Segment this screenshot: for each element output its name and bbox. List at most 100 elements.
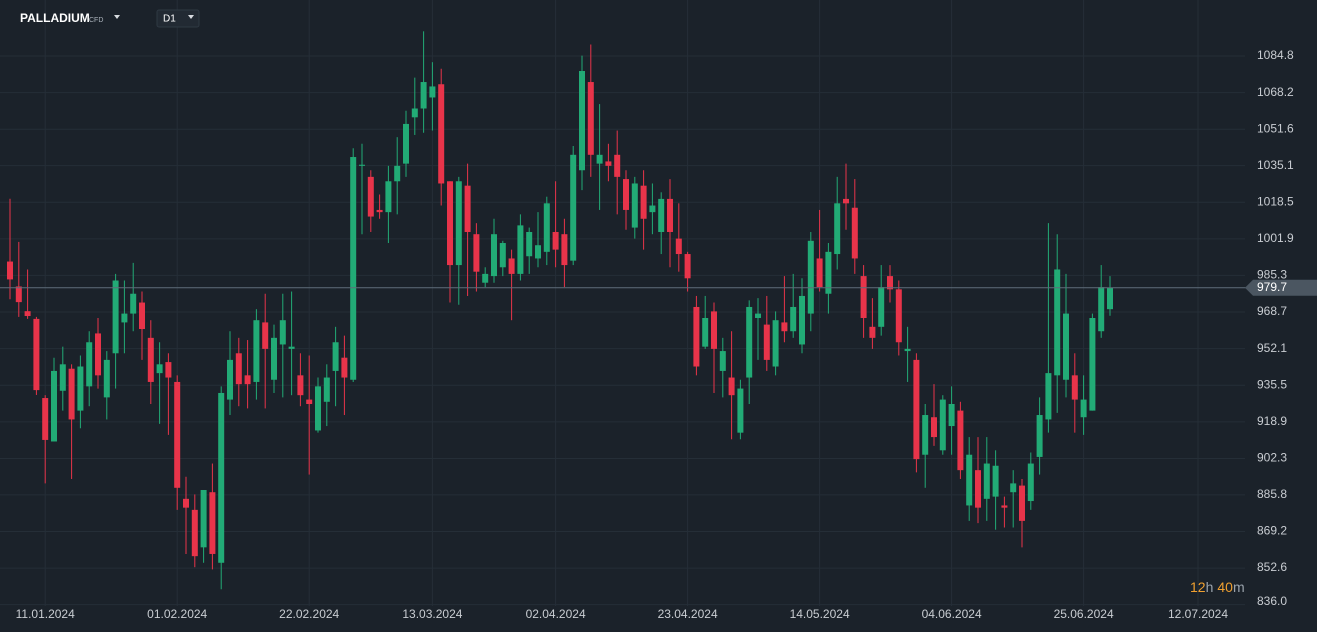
candle-body bbox=[843, 198, 849, 204]
candle-body bbox=[799, 295, 805, 345]
candle-body bbox=[746, 306, 753, 378]
candle-body bbox=[1089, 317, 1096, 411]
candle-body bbox=[271, 337, 277, 380]
y-tick-label: 968.7 bbox=[1257, 304, 1287, 318]
timeframe[interactable]: D1 bbox=[163, 14, 176, 25]
candle-body bbox=[15, 286, 22, 303]
y-tick-label: 1068.2 bbox=[1257, 85, 1294, 99]
countdown-hours-unit: h bbox=[1206, 579, 1214, 595]
candle-body bbox=[68, 368, 75, 420]
x-tick-label: 13.03.2024 bbox=[402, 607, 462, 621]
candle-body bbox=[403, 123, 409, 164]
candle-body bbox=[103, 359, 110, 398]
candle-body bbox=[473, 234, 480, 272]
candle-body bbox=[491, 234, 497, 277]
y-tick-label: 852.6 bbox=[1257, 560, 1287, 574]
candle-body bbox=[1071, 375, 1078, 400]
candle-body bbox=[7, 261, 13, 280]
candle-body bbox=[631, 183, 638, 228]
symbol[interactable]: PALLADIUM bbox=[20, 11, 90, 25]
candle-body bbox=[51, 370, 57, 442]
x-tick-label: 14.05.2024 bbox=[790, 607, 850, 621]
candle-body bbox=[737, 388, 744, 433]
candle-body bbox=[376, 209, 383, 213]
instrument-type: CFD bbox=[89, 17, 103, 24]
candle-body bbox=[543, 203, 550, 252]
candle-body bbox=[455, 181, 462, 266]
candle-body bbox=[33, 318, 40, 391]
candle-body bbox=[535, 245, 541, 259]
candle-body bbox=[297, 375, 304, 396]
candle-body bbox=[904, 348, 911, 352]
candle-body bbox=[306, 399, 313, 404]
candle-body bbox=[623, 179, 629, 210]
candle-body bbox=[1010, 483, 1017, 493]
candle-body bbox=[966, 454, 973, 506]
candle-body bbox=[992, 465, 999, 497]
candle-body bbox=[95, 333, 101, 376]
candle-body bbox=[191, 509, 198, 557]
candle-body bbox=[834, 203, 841, 255]
candle-body bbox=[526, 231, 533, 257]
candle-body bbox=[253, 320, 260, 382]
timeframe-button[interactable] bbox=[156, 9, 200, 28]
candle-body bbox=[869, 326, 876, 338]
candle-body bbox=[711, 311, 717, 349]
y-tick-label: 918.9 bbox=[1257, 414, 1287, 428]
candle-body bbox=[948, 404, 955, 427]
y-tick-label: 902.3 bbox=[1257, 451, 1287, 465]
candle-body bbox=[482, 273, 489, 283]
candle-body bbox=[130, 293, 137, 314]
candle-body bbox=[772, 320, 779, 367]
candle-body bbox=[288, 346, 295, 349]
candle-body bbox=[878, 287, 885, 327]
y-tick-label: 1018.5 bbox=[1257, 194, 1294, 208]
timeframe-dropdown[interactable] bbox=[188, 15, 194, 19]
symbol-dropdown[interactable] bbox=[114, 15, 120, 19]
candle-body bbox=[323, 377, 330, 402]
y-tick-label: 1084.8 bbox=[1257, 48, 1294, 62]
countdown-minutes: 40 bbox=[1217, 579, 1233, 595]
candle-body bbox=[807, 240, 814, 314]
candle-body bbox=[561, 234, 568, 266]
candle-body bbox=[1107, 287, 1113, 310]
y-tick-label: 836.0 bbox=[1257, 594, 1287, 608]
countdown-hours: 12 bbox=[1190, 579, 1206, 595]
candle-body bbox=[499, 243, 506, 268]
candle-body bbox=[209, 492, 216, 554]
candle-body bbox=[860, 276, 867, 318]
x-tick-label: 04.06.2024 bbox=[922, 607, 982, 621]
candle-body bbox=[1054, 269, 1061, 376]
candle-body bbox=[385, 181, 392, 213]
candle-body bbox=[447, 181, 453, 266]
candle-body bbox=[913, 359, 920, 460]
candle-body bbox=[332, 342, 339, 371]
candle-body bbox=[1098, 287, 1105, 332]
candle-body bbox=[315, 386, 321, 431]
candle-body bbox=[279, 320, 286, 345]
candle-body bbox=[825, 251, 832, 294]
y-tick-label: 1051.6 bbox=[1257, 121, 1294, 135]
candle-body bbox=[684, 254, 691, 279]
y-tick-label: 885.8 bbox=[1257, 487, 1287, 501]
candle-body bbox=[658, 198, 665, 232]
countdown-minutes-unit: m bbox=[1233, 579, 1245, 595]
candle-body bbox=[596, 154, 603, 164]
candle-body bbox=[112, 280, 119, 354]
candle-body bbox=[851, 207, 858, 259]
candle-body bbox=[1001, 505, 1008, 508]
candle-body bbox=[1080, 399, 1087, 418]
candle-body bbox=[579, 71, 585, 171]
candle-body bbox=[174, 381, 181, 488]
candles bbox=[7, 31, 1113, 590]
candle-body bbox=[649, 205, 656, 213]
candle-body bbox=[922, 415, 929, 455]
grid bbox=[0, 0, 1245, 606]
candle-body bbox=[975, 470, 981, 508]
candle-body bbox=[1045, 373, 1052, 420]
candle-body bbox=[429, 86, 436, 98]
last-price-tag bbox=[1245, 279, 1317, 296]
candle-body bbox=[675, 238, 682, 255]
